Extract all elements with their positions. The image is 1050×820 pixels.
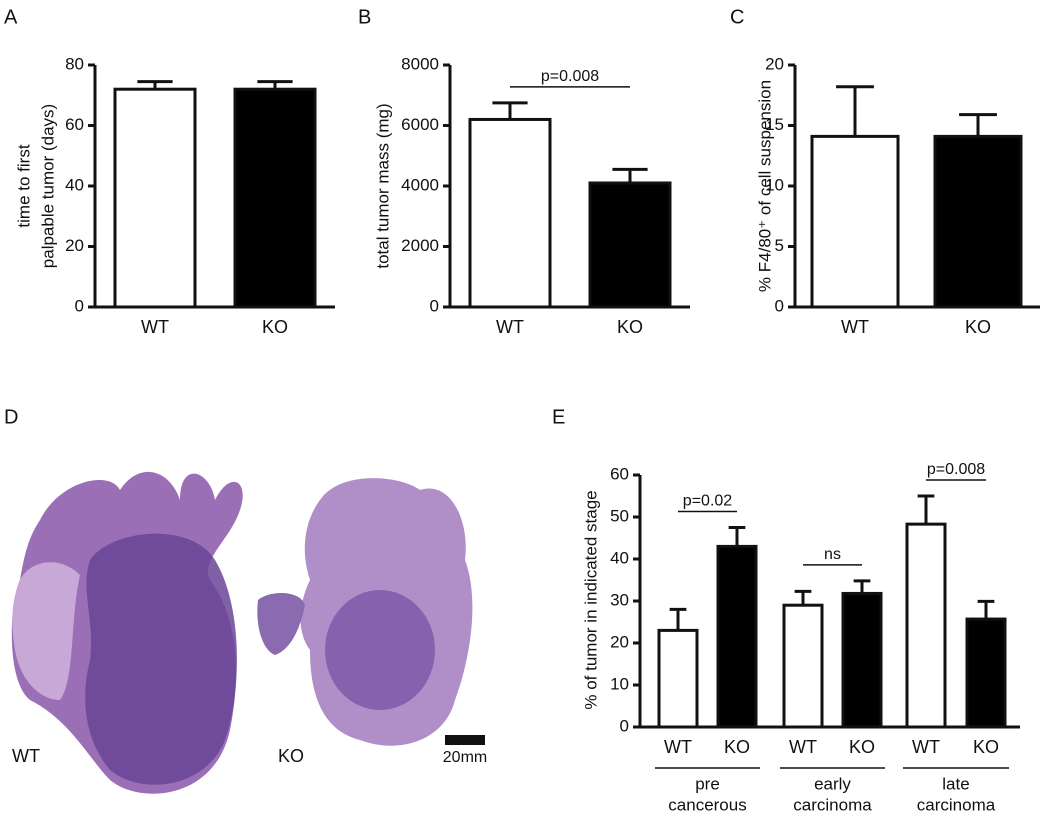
panel-label: B (358, 6, 371, 28)
histology-panel: D WT KO 20mm (4, 406, 487, 794)
x-tick-label: KO (617, 317, 643, 337)
x-tick-label: WT (496, 317, 524, 337)
scale-bar-label: 20mm (443, 749, 487, 766)
bar (933, 134, 1023, 309)
bar (965, 617, 1007, 729)
y-axis-label: % of tumor in indicated stage (581, 490, 600, 709)
group-label: early (814, 774, 851, 793)
histology-ko-fragment (257, 593, 305, 655)
bar (468, 117, 552, 309)
bar (113, 87, 197, 309)
x-tick-label: WT (841, 317, 869, 337)
image-caption: KO (278, 746, 304, 766)
y-tick-label: 80 (65, 54, 84, 73)
y-tick-label: 20 (610, 632, 629, 651)
y-tick-label: 20 (765, 54, 784, 73)
y-axis-label: total tumor mass (mg) (373, 103, 392, 268)
significance-label: p=0.008 (927, 461, 985, 478)
y-tick-label: 6000 (401, 115, 439, 134)
x-tick-label: KO (262, 317, 288, 337)
group-label: late (942, 774, 969, 793)
y-tick-label: 0 (75, 296, 84, 315)
y-axis-label: % F4/80⁺ of cell suspension (755, 80, 774, 292)
significance-label: p=0.02 (683, 493, 732, 510)
y-tick-label: 4000 (401, 175, 439, 194)
significance-label: p=0.008 (541, 68, 599, 85)
bar (782, 603, 824, 729)
x-tick-label: KO (724, 737, 750, 757)
panel-label: A (4, 6, 18, 28)
y-tick-label: 0 (775, 296, 784, 315)
panel-label: D (4, 406, 18, 428)
x-tick-label: WT (789, 737, 817, 757)
group-label: cancerous (668, 795, 746, 814)
y-tick-label: 20 (65, 236, 84, 255)
y-tick-label: 30 (610, 590, 629, 609)
y-tick-label: 8000 (401, 54, 439, 73)
y-axis-label: time to first (14, 144, 33, 227)
histology-ko-core (325, 590, 435, 710)
y-tick-label: 0 (620, 716, 629, 735)
bar (841, 591, 883, 729)
bar (716, 544, 758, 729)
y-tick-label: 0 (430, 296, 439, 315)
y-tick-label: 60 (65, 115, 84, 134)
bar (588, 181, 672, 309)
x-tick-label: KO (965, 317, 991, 337)
scale-bar (445, 735, 485, 745)
histology-wt-core (85, 533, 237, 785)
bar (810, 134, 900, 309)
x-tick-label: WT (912, 737, 940, 757)
panel-label: E (552, 406, 565, 428)
y-tick-label: 10 (610, 674, 629, 693)
y-tick-label: 10 (765, 175, 784, 194)
significance-label: ns (824, 546, 841, 563)
y-tick-label: 40 (610, 548, 629, 567)
y-tick-label: 50 (610, 506, 629, 525)
bar (657, 628, 699, 729)
x-tick-label: KO (973, 737, 999, 757)
bar (233, 87, 317, 309)
y-tick-label: 15 (765, 115, 784, 134)
group-label: pre (695, 774, 720, 793)
group-label: carcinoma (793, 795, 872, 814)
y-tick-label: 40 (65, 175, 84, 194)
bar (905, 522, 947, 729)
group-label: carcinoma (917, 795, 996, 814)
y-axis-label: palpable tumor (days) (38, 104, 57, 268)
histology-wt-edge (12, 562, 81, 700)
x-tick-label: WT (141, 317, 169, 337)
x-tick-label: WT (664, 737, 692, 757)
x-tick-label: KO (849, 737, 875, 757)
y-tick-label: 60 (610, 464, 629, 483)
y-tick-label: 5 (775, 236, 784, 255)
panel-label: C (730, 6, 744, 28)
y-tick-label: 2000 (401, 236, 439, 255)
image-caption: WT (12, 746, 40, 766)
